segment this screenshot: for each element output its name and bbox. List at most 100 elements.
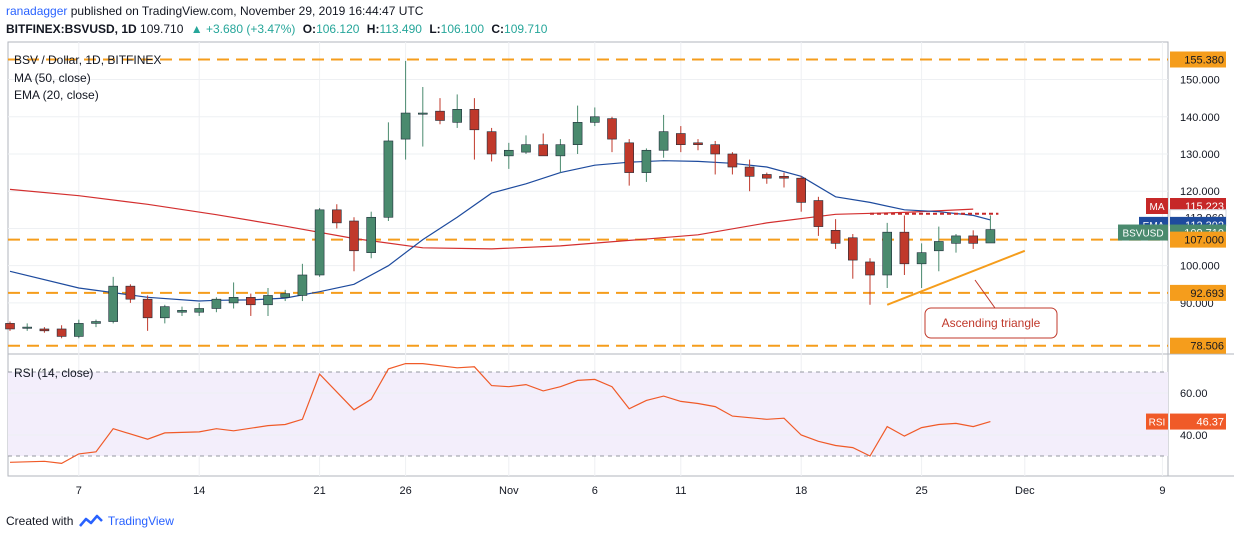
candle [263,288,273,316]
price-label-text: 78.506 [1190,341,1224,353]
candle-body [74,323,84,337]
candle [383,122,394,222]
price-label-box [1170,337,1226,354]
open-label: O: [302,22,317,36]
candle-body [56,328,67,337]
x-tick-label: Dec [1015,485,1035,497]
x-tick-label: 14 [193,485,205,497]
candle-body [486,131,497,155]
candle [469,98,480,160]
candle [779,172,789,188]
y-tick-label: 90.000 [1180,298,1214,310]
candle [882,222,893,289]
candle-body [813,200,824,227]
candle [727,152,738,175]
candle-body [400,112,411,140]
candle [916,243,927,289]
candle [125,284,136,303]
candle-body [211,298,222,309]
ema-line [9,160,991,302]
candle-body [366,216,377,253]
price-label-box [1170,284,1226,301]
candle-body [452,109,463,123]
candle-body [39,328,50,332]
candle [280,289,291,302]
candle-body [796,177,807,203]
candle-body [5,323,15,330]
candle-body [177,310,187,313]
ma-legend: MA (50, close) [14,71,91,85]
candle [91,319,101,328]
candle [658,114,669,158]
candle [160,304,170,324]
price-tag-box [1146,198,1168,215]
candle [74,319,84,339]
rsi-legend: RSI (14, close) [14,366,93,380]
candle-body [125,285,136,300]
candle [228,282,239,309]
candle [555,139,566,173]
x-tick-label: 25 [915,485,927,497]
rsi-value-text: 46.37 [1196,417,1224,429]
price-label-orange: 107.000 [1170,231,1226,248]
candle [951,234,961,253]
candle [830,219,841,249]
candle-body [847,237,858,261]
rsi-value-box [1170,413,1226,430]
candle-body [916,252,927,265]
candle-body [968,235,979,244]
chart-background [7,41,1234,477]
rsi-line [9,363,991,465]
candle [641,148,652,182]
candle [796,176,807,212]
candle [108,276,118,324]
candle-body [779,176,789,179]
x-tick-label: 7 [76,485,82,497]
axes: 7 14 21 26 Nov 6 11 18 25 Dec 9 150.000 140.000 130.0… [76,51,1227,497]
tradingview-brand-link[interactable]: TradingView [107,514,174,528]
y-tick-label: 140.000 [1180,112,1220,124]
candle [985,215,996,244]
candle [865,258,875,305]
candle-body [435,110,445,121]
candle-body [142,298,153,319]
candle [194,302,204,316]
candle [177,306,187,316]
candle-body [263,295,273,306]
candle-body [899,231,910,265]
y-tick-label: 150.000 [1180,75,1220,87]
x-tick-label: 18 [795,485,807,497]
candle-body [641,149,652,173]
low-value: 106.100 [440,22,485,36]
close-label: C: [491,22,505,36]
ma-line [9,188,974,250]
candle-body [951,235,961,244]
candle-body [589,116,600,123]
candle-body [555,144,566,157]
author-link[interactable]: ranadagger [6,4,68,18]
candle-body [607,118,617,140]
open-value: 106.120 [316,22,360,36]
candle-body [331,209,342,224]
candle-body [521,144,531,153]
high-value: 113.490 [379,22,422,36]
price-label-box [1170,51,1226,68]
candle [813,196,824,236]
ohlc-header: BITFINEX:BSVUSD, 1D 109.710 ▲ +3.680 (+3… [6,22,551,36]
candle [968,230,979,249]
candle-body [761,174,772,179]
tradingview-logo-icon [78,514,103,527]
symbol-label: BITFINEX:BSVUSD, 1D [6,22,137,36]
candle [675,126,686,153]
publish-info: ranadagger published on TradingView.com,… [6,4,423,18]
rsi-tick-label: 60.00 [1180,388,1208,400]
candle [589,107,600,127]
price-label-orange: 78.506 [1170,337,1226,354]
candle-body [933,241,944,252]
price-label-box [1170,231,1226,248]
candle [39,327,50,333]
annotation-text: Ascending triangle [942,316,1041,330]
candle [521,135,531,154]
x-tick-label: 9 [1159,485,1165,497]
